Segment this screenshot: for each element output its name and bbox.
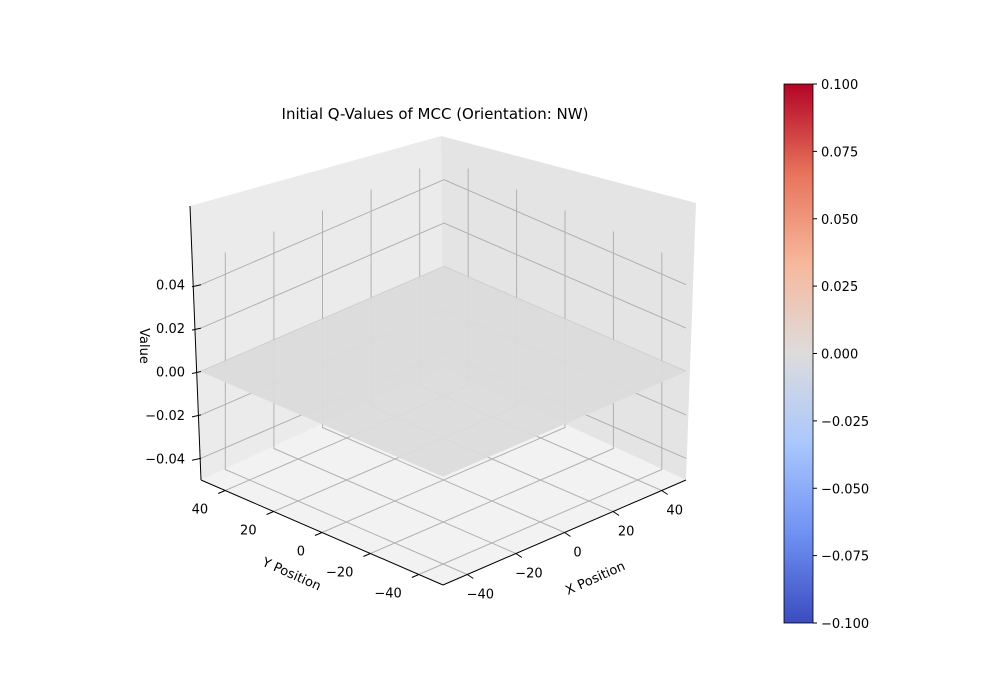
x-tick-label: −20 bbox=[515, 567, 542, 582]
colorbar-tick-label: 0.050 bbox=[821, 213, 858, 228]
z-tick-label: 0.02 bbox=[156, 322, 185, 337]
z-tick-mark bbox=[191, 284, 202, 288]
y-tick-mark bbox=[266, 511, 274, 515]
grid-line-x bbox=[322, 210, 565, 533]
x-tick-label: 20 bbox=[618, 525, 635, 540]
x-axis-label: X Position bbox=[563, 559, 627, 599]
grid-line-y bbox=[321, 210, 566, 533]
colorbar-tick-label: 0.025 bbox=[821, 280, 858, 295]
x-tick-mark bbox=[612, 511, 620, 516]
x-tick-mark bbox=[661, 490, 668, 495]
z-tick-label: −0.02 bbox=[145, 409, 185, 424]
colorbar-tick-label: −0.050 bbox=[821, 482, 869, 497]
colorbar-tick-label: 0.075 bbox=[821, 145, 858, 160]
y-tick-label: −20 bbox=[326, 566, 353, 581]
chart-title: Initial Q-Values of MCC (Orientation: NW… bbox=[282, 105, 589, 123]
x-tick-label: 0 bbox=[573, 546, 581, 561]
grid-line-y bbox=[370, 231, 614, 554]
z-axis-line bbox=[189, 205, 202, 481]
colorbar-tick-label: 0.100 bbox=[821, 78, 858, 93]
z-tick-label: −0.04 bbox=[145, 452, 185, 467]
x-tick-label: 40 bbox=[666, 504, 683, 519]
z-tick-label: 0.00 bbox=[156, 366, 185, 381]
y-tick-label: 40 bbox=[192, 503, 209, 518]
y-tick-label: 20 bbox=[240, 524, 257, 539]
grid-line-z bbox=[200, 222, 687, 329]
y-axis-label: Y Position bbox=[259, 555, 323, 595]
colorbar-tick-label: −0.075 bbox=[821, 550, 869, 565]
z-axis-label: Value bbox=[136, 328, 151, 364]
x-tick-mark bbox=[515, 553, 523, 558]
colorbar-gradient bbox=[783, 83, 814, 624]
z-tick-mark bbox=[191, 414, 202, 418]
z-tick-label: 0.04 bbox=[156, 279, 185, 294]
x-tick-label: −40 bbox=[467, 588, 494, 603]
colorbar-tick-label: 0.000 bbox=[821, 348, 858, 363]
y-tick-mark bbox=[363, 553, 371, 557]
x-tick-mark bbox=[564, 532, 571, 537]
colorbar-tick-label: −0.025 bbox=[821, 415, 869, 430]
y-tick-mark bbox=[411, 574, 419, 578]
z-tick-mark bbox=[191, 457, 202, 461]
grid-line-z bbox=[200, 179, 687, 286]
y-tick-label: −40 bbox=[374, 587, 401, 602]
colorbar-ticks: 0.100 0.075 0.050 0.025 0.000 −0.025 −0.050 −0.… bbox=[813, 78, 869, 632]
x-tick-mark bbox=[467, 574, 474, 579]
colorbar: 0.100 0.075 0.050 0.025 0.000 −0.025 −0.050 −0.… bbox=[783, 78, 869, 632]
colorbar-tick-label: −0.100 bbox=[821, 617, 869, 632]
z-tick-mark bbox=[191, 371, 202, 374]
plot-area-3d bbox=[189, 136, 696, 586]
grid-line-x bbox=[273, 231, 517, 554]
grid-line-y bbox=[418, 252, 663, 575]
q-value-surface bbox=[200, 266, 687, 477]
y-tick-mark bbox=[314, 532, 323, 536]
y-tick-label: 0 bbox=[297, 545, 305, 560]
z-tick-mark bbox=[191, 327, 202, 331]
axis-ticks bbox=[191, 284, 668, 579]
y-tick-mark bbox=[218, 490, 226, 494]
grid-line-x bbox=[224, 252, 468, 575]
